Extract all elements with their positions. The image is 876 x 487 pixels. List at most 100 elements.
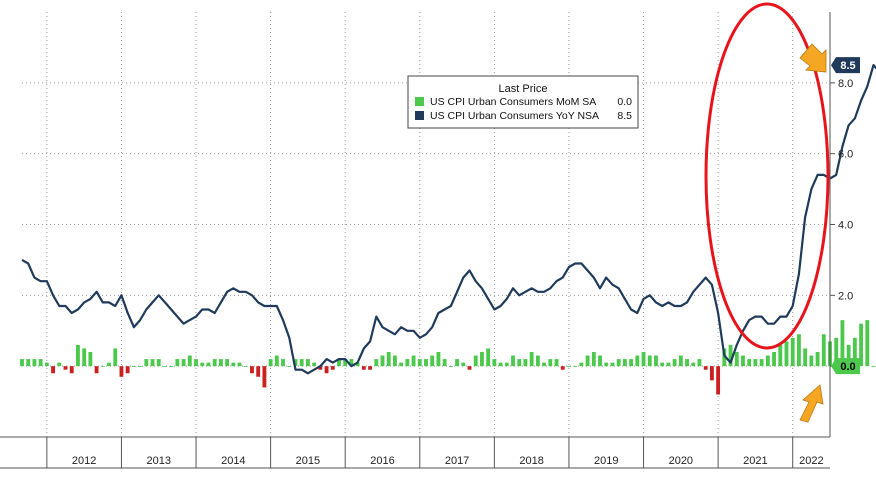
mom-bar	[523, 359, 528, 367]
mom-bar	[324, 366, 329, 374]
y-tick-label: 8.0	[838, 78, 853, 90]
mom-bar	[243, 366, 248, 367]
mom-bar	[579, 362, 584, 367]
mom-bar	[859, 323, 864, 367]
mom-bar	[765, 355, 770, 367]
yoy-line	[21, 63, 876, 375]
mom-bar	[678, 355, 683, 367]
mom-bar	[281, 359, 285, 367]
legend-swatch-yoy	[415, 111, 424, 120]
mom-bar	[598, 355, 602, 367]
mom-bar	[69, 366, 74, 374]
mom-bar	[796, 334, 801, 367]
mom-bar	[399, 362, 404, 367]
mom-bar	[417, 359, 422, 367]
mom-bar	[119, 366, 124, 377]
year-label: 2012	[72, 455, 96, 467]
arrow-to-yoy-last	[799, 43, 827, 73]
yoy-line-group	[21, 63, 876, 375]
mom-bar	[330, 366, 335, 370]
legend-swatch-mom	[415, 97, 424, 106]
mom-bar	[498, 362, 503, 367]
mom-bar	[20, 359, 24, 367]
mom-bar	[343, 359, 348, 367]
last-value-tag: 0.0	[831, 358, 860, 375]
mom-bar	[368, 366, 372, 370]
last-value-tag-text: 0.0	[840, 361, 855, 373]
mom-bar	[218, 359, 223, 367]
mom-bar	[784, 341, 789, 367]
mom-bar	[100, 366, 105, 367]
mom-bar	[486, 348, 491, 367]
mom-bar	[660, 362, 665, 367]
mom-bar	[778, 344, 783, 367]
y-tick-label: 4.0	[838, 220, 853, 232]
legend: Last Price US CPI Urban Consumers MoM SA…	[407, 75, 639, 129]
mom-bar	[287, 366, 292, 367]
mom-bar	[256, 366, 261, 377]
year-label: 2020	[669, 455, 693, 467]
mom-bar	[654, 355, 658, 367]
mom-bar	[604, 362, 609, 367]
mom-bar	[567, 366, 571, 367]
mom-bar	[82, 348, 87, 367]
last-value-tag-bg	[831, 358, 860, 375]
mom-bar	[448, 366, 453, 367]
grid-lines	[22, 12, 830, 437]
mom-bar	[250, 366, 254, 374]
mom-bar	[380, 355, 385, 367]
mom-bar	[113, 348, 118, 367]
mom-bar	[809, 355, 814, 367]
last-value-tag-text: 8.5	[840, 60, 855, 72]
mom-bar	[131, 366, 136, 367]
mom-bar	[274, 355, 279, 367]
mom-bar	[548, 359, 553, 367]
mom-bar	[355, 362, 360, 367]
mom-bar	[138, 366, 143, 367]
mom-bar	[26, 359, 31, 367]
mom-bar	[442, 359, 447, 367]
mom-bar	[231, 362, 236, 367]
year-label: 2019	[594, 455, 618, 467]
mom-bar	[821, 334, 826, 367]
mom-bar	[834, 337, 839, 367]
y-tick-label: 2.0	[838, 290, 853, 302]
mom-bar	[51, 366, 56, 374]
mom-bar	[734, 352, 739, 367]
mom-bar	[573, 366, 578, 367]
mom-bar	[392, 355, 397, 367]
mom-bar	[88, 352, 93, 367]
mom-bar	[305, 359, 310, 367]
mom-bar	[703, 366, 708, 370]
mom-bar	[697, 359, 702, 367]
mom-bar	[790, 337, 795, 367]
legend-label-mom: US CPI Urban Consumers MoM SA	[430, 96, 596, 108]
mom-bar	[741, 355, 745, 367]
mom-bar	[455, 359, 460, 367]
last-value-tag-bg	[831, 57, 860, 74]
year-label: 2021	[743, 455, 767, 467]
mom-bar	[480, 352, 484, 367]
mom-bar	[840, 320, 845, 367]
year-label: 2017	[445, 455, 469, 467]
mom-bar	[144, 359, 149, 367]
year-label: 2013	[146, 455, 170, 467]
mom-bar	[591, 352, 596, 367]
mom-bar	[430, 355, 435, 367]
mom-bar	[517, 359, 522, 367]
mom-bar	[44, 362, 49, 367]
mom-bar	[666, 362, 671, 367]
mom-bar	[535, 355, 540, 367]
mom-bar	[511, 355, 515, 367]
mom-bar	[772, 352, 776, 367]
mom-bar	[635, 355, 640, 367]
mom-bar	[753, 359, 758, 367]
mom-bar	[647, 355, 652, 367]
year-label: 2018	[519, 455, 543, 467]
mom-bars	[20, 320, 876, 395]
mom-bar	[125, 366, 130, 374]
year-label: 2015	[296, 455, 320, 467]
mom-bar	[200, 362, 205, 367]
mom-bar	[32, 359, 37, 367]
mom-bar	[467, 366, 472, 370]
